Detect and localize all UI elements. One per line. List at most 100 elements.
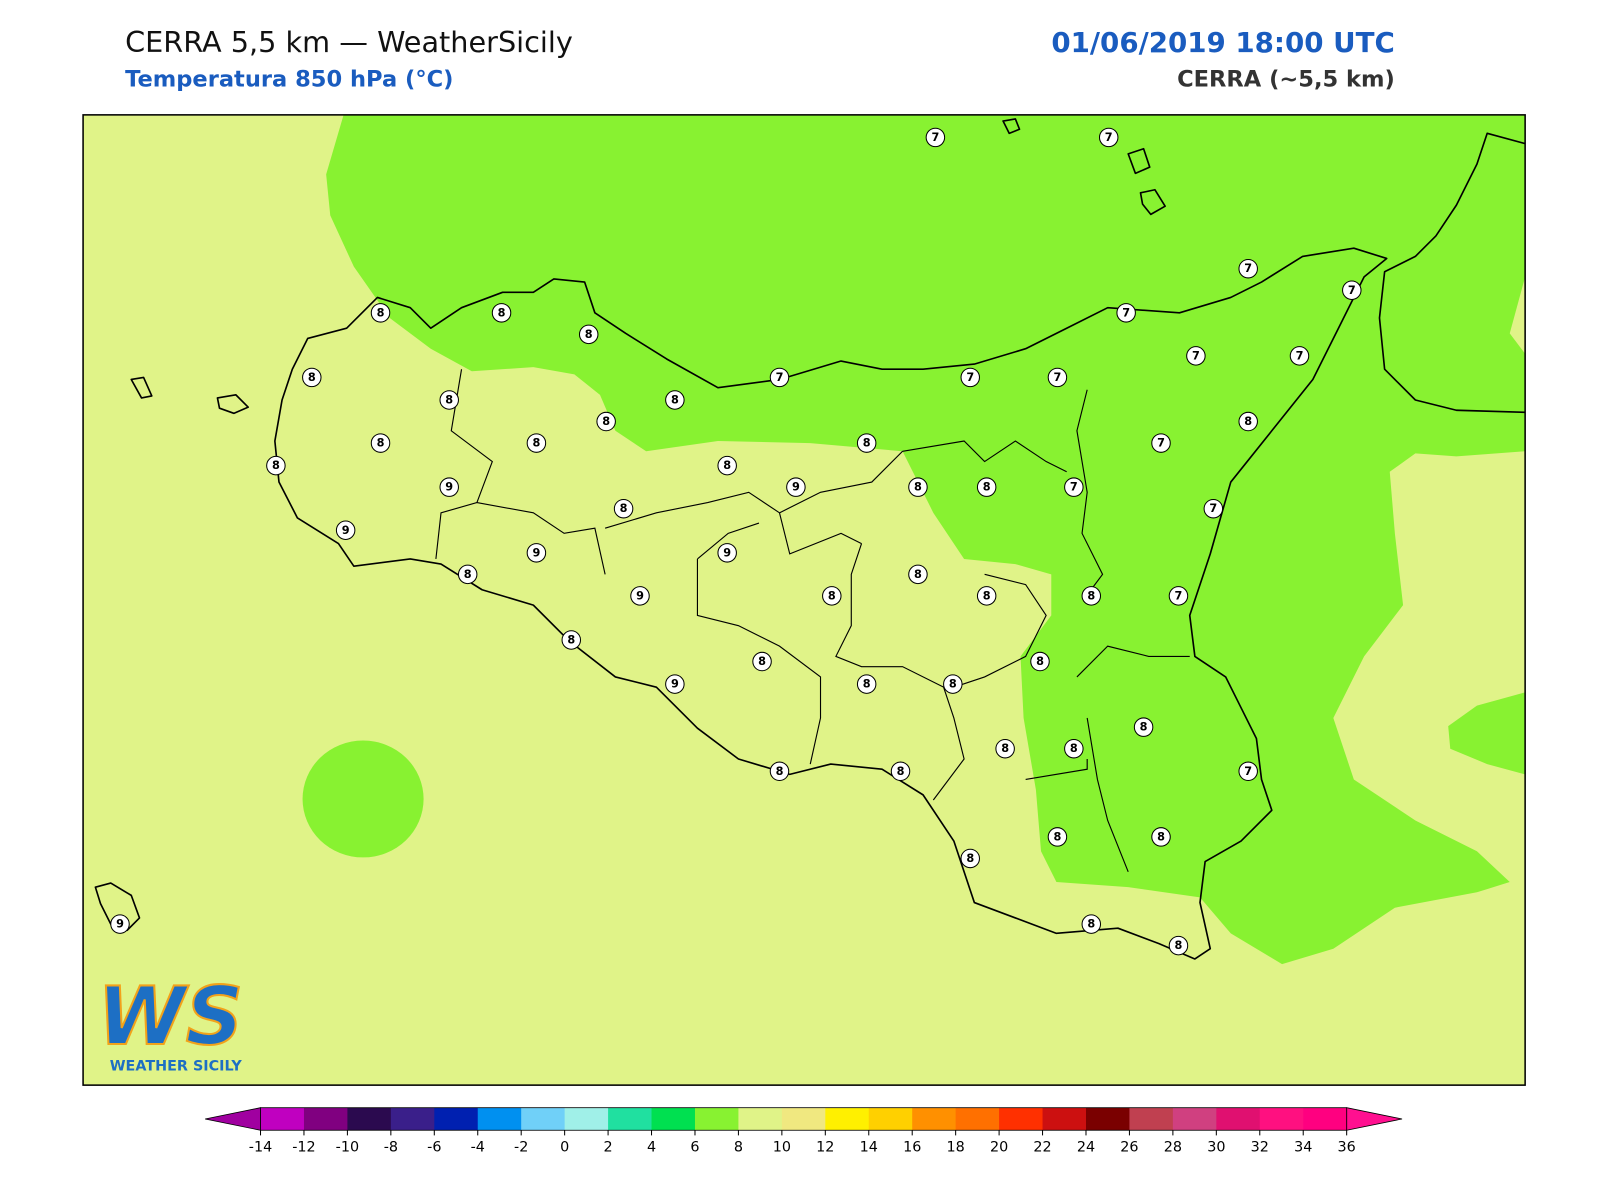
station-value: 8: [532, 437, 540, 450]
station-marker: [526, 433, 547, 453]
colorbar-segment: [868, 1107, 913, 1131]
station-value: 8: [776, 765, 784, 778]
colorbar-segment: [781, 1107, 826, 1131]
station-marker: [665, 390, 685, 410]
station-value: 7: [1105, 131, 1113, 144]
station-value: 8: [272, 459, 280, 472]
colorbar-tick-label: 12: [816, 1140, 834, 1156]
colorbar-segment: [260, 1107, 305, 1131]
station-value: 9: [116, 918, 124, 931]
station-value: 7: [966, 371, 974, 384]
station-marker: [995, 738, 1015, 759]
map-frame: [82, 114, 1526, 1086]
colorbar-tick-label: 36: [1338, 1140, 1356, 1156]
colorbar-segment: [1259, 1107, 1304, 1131]
station-marker: [526, 543, 547, 563]
station-marker: [630, 586, 650, 606]
colorbar-tick-label: 20: [990, 1140, 1008, 1156]
station-value: 9: [342, 524, 350, 537]
station-value: 8: [567, 634, 575, 647]
station-value: 8: [498, 306, 506, 319]
colorbar-segment: [477, 1107, 522, 1131]
colorbar-tick-label: 34: [1294, 1140, 1312, 1156]
station-marker: [1030, 651, 1050, 672]
station-marker: [335, 520, 356, 540]
station-marker: [1064, 738, 1084, 759]
colorbar-tick-label: 2: [604, 1140, 613, 1156]
station-marker: [769, 367, 790, 388]
field-green: [302, 740, 424, 858]
station-marker: [856, 674, 877, 694]
colorbar-segment: [1172, 1107, 1217, 1131]
station-marker: [925, 127, 946, 148]
station-marker: [561, 630, 582, 650]
colorbar-tick-label: -6: [427, 1140, 441, 1156]
station-value: 7: [931, 131, 939, 144]
station-value: 8: [1054, 830, 1062, 843]
station-marker: [370, 303, 391, 323]
station-marker: [1047, 367, 1068, 388]
colorbar-segment: [390, 1107, 435, 1131]
station-marker: [1064, 477, 1084, 497]
station-value: 8: [1001, 742, 1009, 755]
station-marker: [890, 761, 911, 782]
station-marker: [596, 411, 616, 432]
station-marker: [457, 564, 478, 585]
station-value: 7: [1244, 765, 1252, 778]
map: 7 7 8 8 8 8 7 7 7 7 7 7 7 7 8 8 8 8 8 8 8 7 8 8 9 9 8 8 7 8 7 9 9 9 8 8 9 8 8 8…: [82, 114, 1526, 1086]
colorbar-tick-label: 6: [690, 1140, 699, 1156]
station-marker: [491, 303, 512, 323]
station-value: 8: [1087, 918, 1095, 931]
station-value: 9: [445, 481, 453, 494]
station-value: 8: [1157, 830, 1165, 843]
station-marker: [1238, 258, 1258, 279]
station-value: 8: [863, 437, 871, 450]
station-marker: [1238, 411, 1258, 432]
station-marker: [717, 543, 737, 563]
station-marker: [960, 367, 980, 388]
colorbar-tick-label: 30: [1207, 1140, 1225, 1156]
colorbar-under: [205, 1107, 261, 1131]
station-value: 8: [828, 589, 836, 602]
station-value: 8: [1175, 939, 1183, 952]
station-value: 8: [377, 306, 385, 319]
colorbar-frame: [260, 1107, 1348, 1131]
colorbar-segment: [434, 1107, 479, 1131]
station-value: 8: [914, 481, 922, 494]
station-value: 9: [671, 678, 679, 691]
colorbar-tick-label: -10: [336, 1140, 359, 1156]
station-value: 8: [897, 765, 905, 778]
station-value: 9: [792, 481, 800, 494]
station-marker: [439, 390, 459, 410]
station-marker: [976, 477, 997, 497]
station-marker: [1151, 433, 1171, 453]
station-marker: [960, 848, 980, 869]
station-marker: [266, 455, 286, 476]
colorbar-tick-label: 4: [647, 1140, 656, 1156]
station-value: 7: [1209, 502, 1217, 515]
station-value: 8: [863, 678, 871, 691]
station-value: 8: [1087, 589, 1095, 602]
station-value: 8: [445, 394, 453, 407]
colorbar-tick-label: -2: [514, 1140, 528, 1156]
datetime: 01/06/2019 18:00 UTC: [1051, 26, 1394, 59]
station-marker: [1168, 935, 1189, 956]
colorbar-segment: [738, 1107, 783, 1131]
station-marker: [1168, 586, 1189, 606]
station-value: 8: [1036, 655, 1044, 668]
station-value: 7: [1244, 262, 1252, 275]
station-marker: [908, 477, 928, 497]
station-marker: [1186, 346, 1206, 366]
colorbar-segment: [912, 1107, 957, 1131]
station-marker: [786, 477, 806, 497]
station-value: 7: [1348, 284, 1356, 297]
colorbar-segment: [1303, 1107, 1348, 1131]
station-value: 7: [776, 371, 784, 384]
station-value: 8: [983, 589, 991, 602]
station-marker: [1081, 586, 1102, 606]
logo-mark: WS: [97, 970, 243, 1063]
station-value: 8: [377, 437, 385, 450]
colorbar-segment: [303, 1107, 348, 1131]
station-value: 9: [723, 546, 731, 559]
station-value: 8: [758, 655, 766, 668]
